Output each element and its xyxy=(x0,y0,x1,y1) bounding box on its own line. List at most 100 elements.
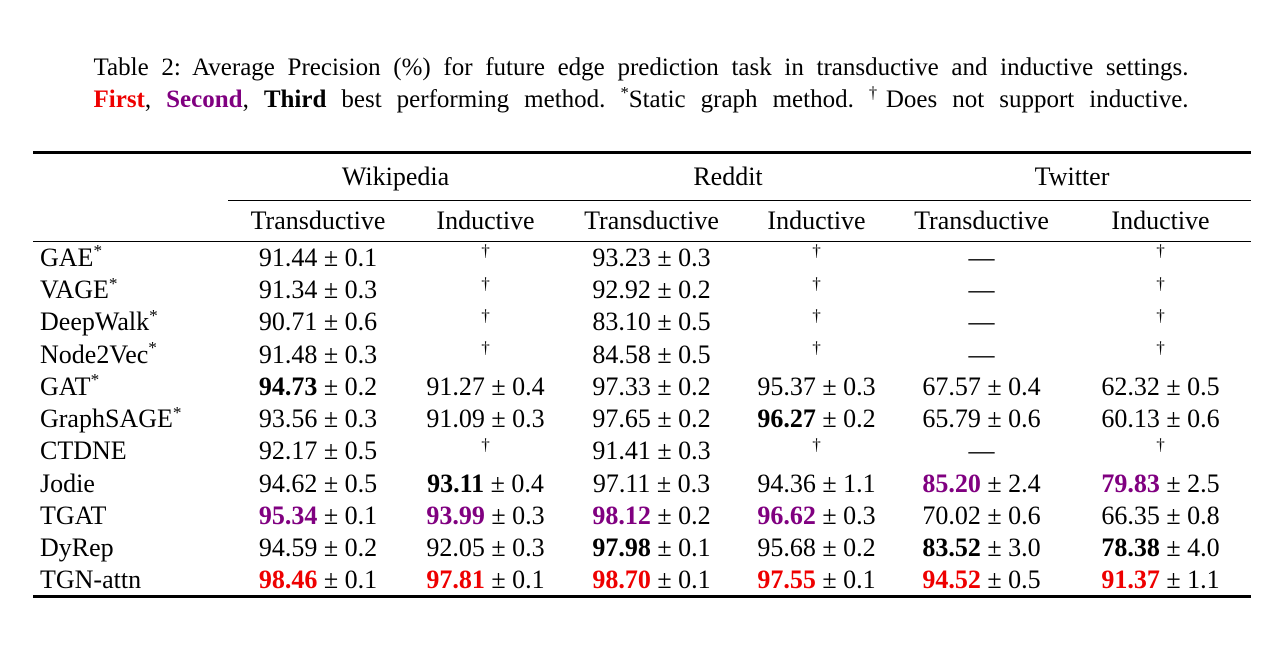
score-value: 94.73 xyxy=(258,371,318,401)
score-cell: 94.52 ± 0.5 xyxy=(893,564,1070,596)
no-inductive-marker: † xyxy=(812,306,821,325)
results-table: Wikipedia Reddit Twitter Transductive In… xyxy=(33,151,1251,599)
score-cell: 97.11 ± 0.3 xyxy=(563,468,740,500)
score-cell: 95.68 ± 0.2 xyxy=(740,532,893,564)
paper-page: { "colors": { "first": "#ee0000", "secon… xyxy=(0,52,1282,669)
score-stddev: ± 0.5 xyxy=(317,436,378,466)
static-method-marker: * xyxy=(90,370,100,390)
no-inductive-marker: † xyxy=(1156,273,1165,293)
static-method-marker: * xyxy=(93,241,103,261)
score-stddev: ± 0.1 xyxy=(650,564,711,594)
score-cell: 84.58 ± 0.5 xyxy=(563,338,740,370)
score-value: 94.52 xyxy=(922,564,981,594)
score-value: 90.71 xyxy=(258,307,318,337)
score-stddev: ± 0.5 xyxy=(1159,371,1220,401)
no-inductive-support-cell: † xyxy=(1070,274,1251,306)
caption-text: best performing method. xyxy=(326,86,621,113)
no-inductive-marker: † xyxy=(481,273,490,293)
table-row-ctdne: CTDNE 92.17 ± 0.5 † 91.41 ± 0.3 † — † xyxy=(33,435,1251,467)
score-value: 96.27 xyxy=(757,404,816,434)
score-stddev: ± 0.1 xyxy=(815,564,876,594)
score-cell: 91.48 ± 0.3 xyxy=(228,338,408,370)
score-value: 98.70 xyxy=(592,564,651,594)
static-method-marker: * xyxy=(148,338,157,358)
table-row-jodie: Jodie 94.62 ± 0.5 93.11 ± 0.4 97.11 ± 0.3 94… xyxy=(33,468,1251,500)
no-inductive-support-cell: † xyxy=(740,274,893,306)
score-stddev: ± 0.3 xyxy=(317,404,378,434)
score-cell: 67.57 ± 0.4 xyxy=(893,371,1070,403)
table-row-vage: VAGE* 91.34 ± 0.3 † 92.92 ± 0.2 † — † xyxy=(33,274,1251,306)
method-name: DeepWalk* xyxy=(40,306,158,337)
score-value: 91.48 xyxy=(258,339,318,369)
score-value: 94.62 xyxy=(258,468,318,498)
score-stddev: ± 1.1 xyxy=(815,468,876,498)
table-row-gae: GAE* 91.44 ± 0.1 † 93.23 ± 0.3 † — † xyxy=(33,242,1251,274)
no-inductive-support-cell: † xyxy=(408,338,563,370)
score-value: 97.55 xyxy=(757,564,816,594)
setting-header-reddit-transductive: Transductive xyxy=(563,200,740,242)
score-stddev: ± 0.2 xyxy=(650,371,711,401)
no-inductive-support-cell: † xyxy=(740,435,893,467)
setting-header-row: Transductive Inductive Transductive Indu… xyxy=(33,200,1251,242)
score-cell: 98.12 ± 0.2 xyxy=(563,500,740,532)
score-cell: 97.81 ± 0.1 xyxy=(408,564,563,596)
missing-value-cell: — xyxy=(968,274,995,304)
score-value: 97.81 xyxy=(426,564,485,594)
table-row-tgat: TGAT 95.34 ± 0.1 93.99 ± 0.3 98.12 ± 0.2 96.… xyxy=(33,500,1251,532)
method-name: VAGE* xyxy=(40,273,118,304)
score-cell: 94.59 ± 0.2 xyxy=(228,532,408,564)
no-inductive-support-cell: † xyxy=(408,306,563,338)
caption-text: Static graph method. xyxy=(628,86,869,113)
score-value: 66.35 xyxy=(1101,501,1160,531)
caption-line-2: First, Second, Third best performing met… xyxy=(94,84,1189,116)
method-name: Node2Vec* xyxy=(40,338,157,369)
score-stddev: ± 0.3 xyxy=(815,501,876,531)
score-stddev: ± 0.2 xyxy=(317,371,378,401)
static-method-marker: * xyxy=(108,273,118,293)
method-name: TGAT xyxy=(40,501,107,531)
score-value: 91.27 xyxy=(426,371,485,401)
no-inductive-support-cell: † xyxy=(408,435,563,467)
score-stddev: ± 0.3 xyxy=(484,404,545,434)
table-row-deepwalk: DeepWalk* 90.71 ± 0.6 † 83.10 ± 0.5 † — † xyxy=(33,306,1251,338)
score-stddev: ± 0.3 xyxy=(650,436,711,466)
caption-line-1: Table 2: Average Precision (%) for futur… xyxy=(93,54,1189,81)
score-cell: 93.99 ± 0.3 xyxy=(408,500,563,532)
score-cell: 94.62 ± 0.5 xyxy=(228,468,408,500)
score-stddev: ± 0.6 xyxy=(317,307,378,337)
score-value: 65.79 xyxy=(922,404,981,434)
method-name: TGN-attn xyxy=(40,564,142,594)
no-inductive-marker: † xyxy=(812,241,821,261)
score-cell: 97.55 ± 0.1 xyxy=(740,564,893,596)
caption-separator: , xyxy=(242,86,264,113)
score-stddev: ± 0.3 xyxy=(650,242,711,272)
score-stddev: ± 0.1 xyxy=(317,242,378,272)
method-name: GraphSAGE* xyxy=(40,402,182,434)
score-cell: 94.36 ± 1.1 xyxy=(740,468,893,500)
score-value: 91.37 xyxy=(1101,564,1160,594)
no-inductive-support-cell: † xyxy=(1070,338,1251,370)
score-stddev: ± 0.6 xyxy=(980,404,1041,434)
no-inductive-marker: † xyxy=(812,273,821,293)
score-stddev: ± 0.2 xyxy=(650,274,711,304)
dataset-group-reddit: Reddit xyxy=(563,152,893,201)
no-inductive-support-cell: † xyxy=(1070,435,1251,467)
no-inductive-marker: † xyxy=(1156,241,1165,261)
score-value: 96.62 xyxy=(757,501,816,531)
score-stddev: ± 0.6 xyxy=(980,501,1041,531)
score-stddev: ± 0.5 xyxy=(317,468,378,498)
score-value: 83.10 xyxy=(592,307,651,337)
score-stddev: ± 0.1 xyxy=(650,533,711,563)
no-inductive-marker: † xyxy=(812,338,821,358)
method-name: Jodie xyxy=(40,468,95,498)
dataset-group-twitter: Twitter xyxy=(893,152,1251,201)
no-inductive-support-cell: † xyxy=(740,306,893,338)
score-cell: 83.52 ± 3.0 xyxy=(893,532,1070,564)
score-stddev: ± 0.5 xyxy=(980,564,1041,594)
no-inductive-marker: † xyxy=(481,241,490,261)
score-value: 95.37 xyxy=(757,371,816,401)
score-cell: 79.83 ± 2.5 xyxy=(1070,468,1251,500)
score-cell: 98.46 ± 0.1 xyxy=(228,564,408,596)
score-value: 62.32 xyxy=(1101,371,1160,401)
score-value: 98.46 xyxy=(258,564,318,594)
